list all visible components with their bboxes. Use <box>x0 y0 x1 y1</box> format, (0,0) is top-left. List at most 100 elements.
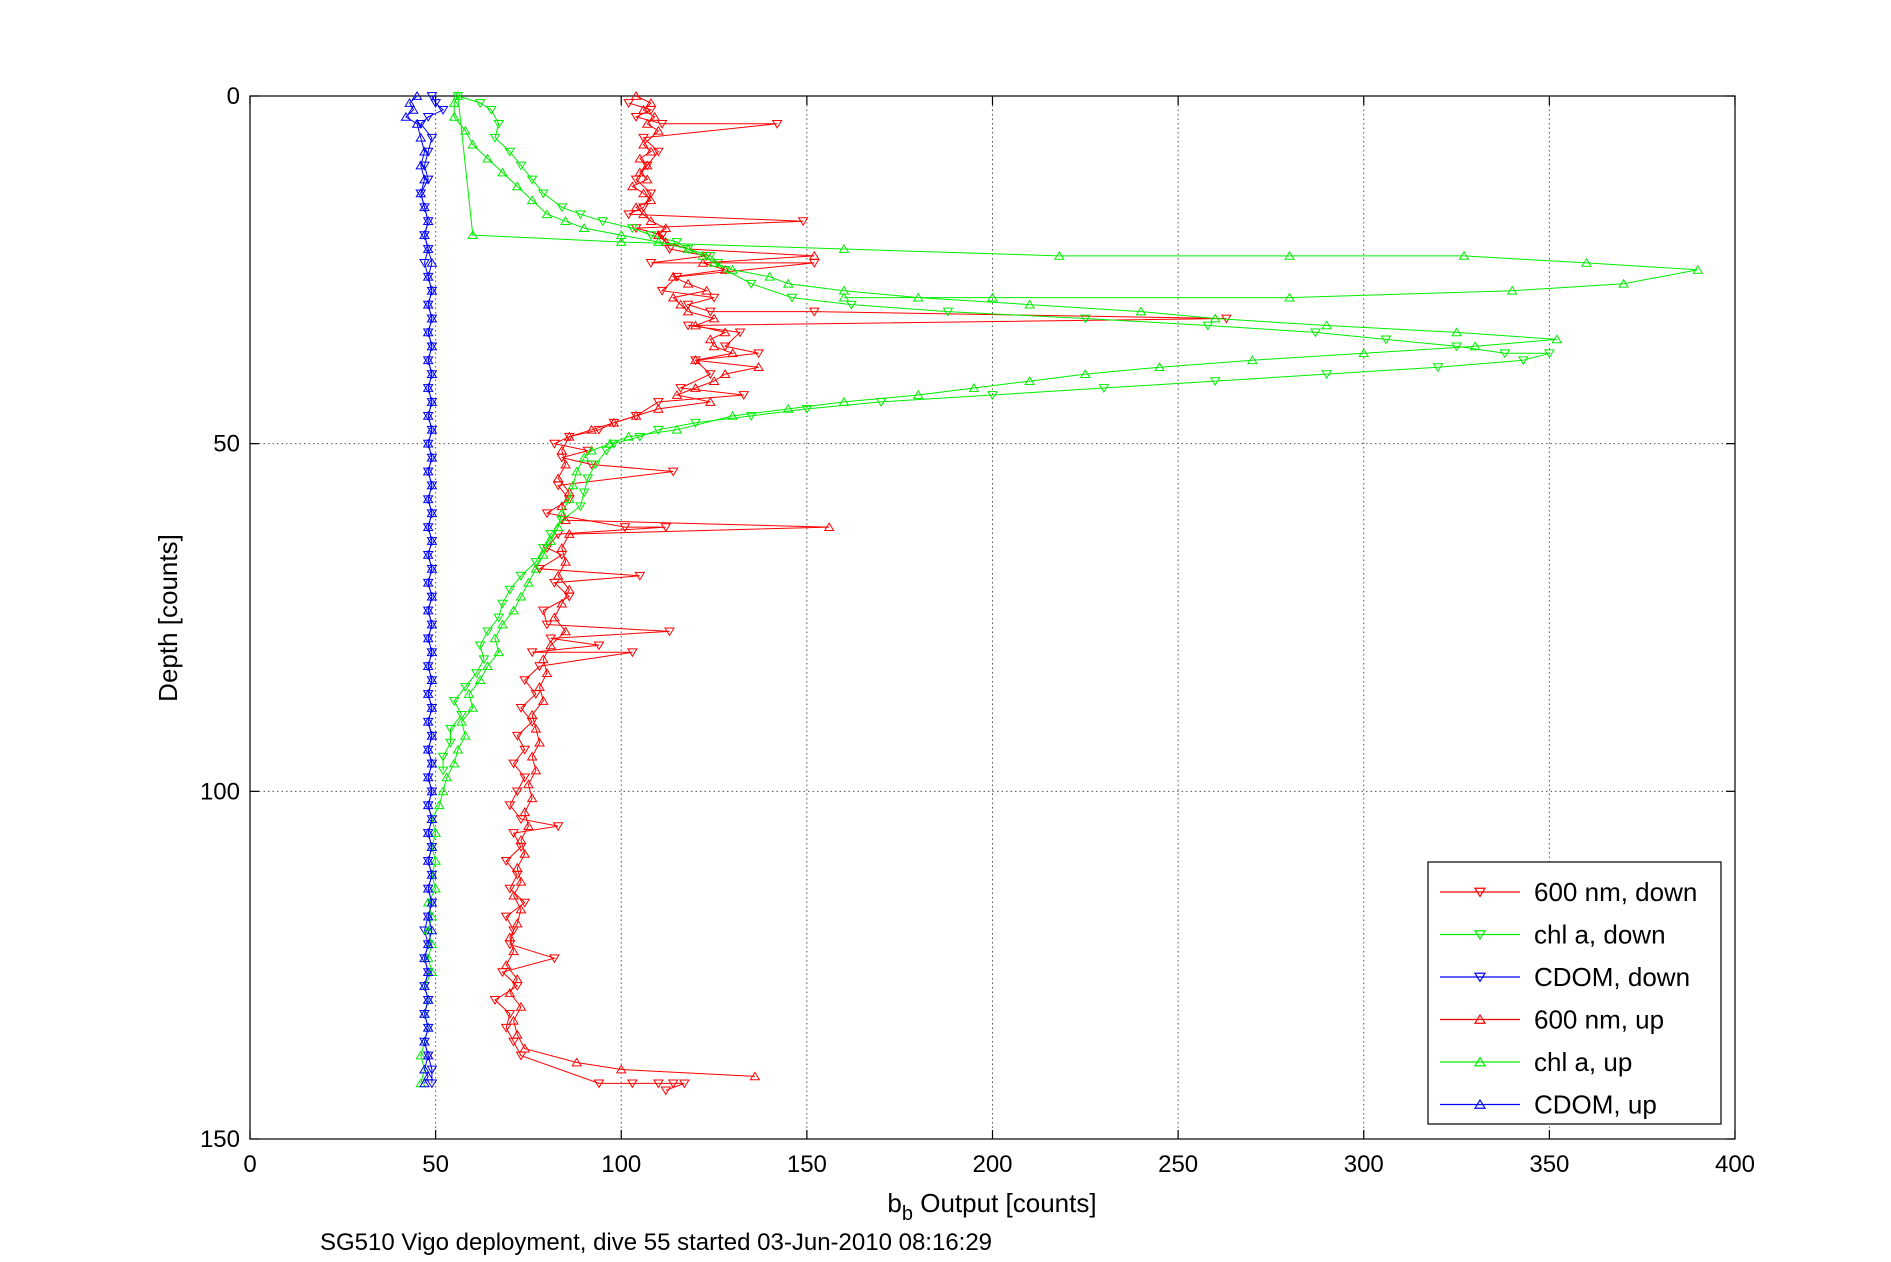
data-point <box>530 723 542 733</box>
data-point <box>638 104 649 114</box>
data-point <box>426 92 438 102</box>
data-point <box>537 544 549 553</box>
data-point <box>541 620 553 630</box>
data-point <box>456 716 468 726</box>
data-point <box>1499 349 1511 359</box>
data-point <box>511 787 523 797</box>
data-point <box>504 147 516 157</box>
data-point <box>734 328 746 338</box>
data-point <box>422 1022 434 1032</box>
data-point <box>704 307 716 317</box>
data-point <box>419 174 430 184</box>
data-point <box>426 313 438 323</box>
data-point <box>630 202 642 212</box>
y-tick-label: 100 <box>200 778 240 805</box>
data-point <box>493 613 505 623</box>
data-point <box>578 488 590 498</box>
data-point <box>426 786 438 796</box>
data-point <box>1581 257 1592 267</box>
data-point <box>660 523 672 533</box>
data-point <box>1432 363 1444 373</box>
data-point <box>530 557 542 567</box>
data-point <box>578 223 590 232</box>
data-point <box>556 445 568 455</box>
data-point <box>422 466 434 476</box>
data-point <box>968 383 980 392</box>
data-point <box>708 257 720 267</box>
data-point <box>426 563 438 573</box>
data-point <box>415 1050 427 1060</box>
data-point <box>656 286 668 296</box>
y-tick-label: 0 <box>227 83 240 110</box>
data-point <box>415 132 427 142</box>
data-point <box>652 1079 664 1089</box>
data-point <box>838 292 850 302</box>
data-point <box>738 391 750 401</box>
data-point <box>422 410 434 420</box>
legend-swatch-marker <box>1473 1056 1487 1067</box>
data-point <box>426 647 438 657</box>
data-point <box>708 376 720 385</box>
y-tick-label: 50 <box>213 431 240 458</box>
data-point <box>426 508 438 518</box>
data-point <box>504 932 516 942</box>
data-point <box>623 431 635 441</box>
axis-ticks: 0 50 100 150 200 250 300 350 400 0 50 100 150 <box>200 83 1755 1178</box>
data-point <box>675 384 687 394</box>
data-point <box>508 1015 519 1025</box>
data-point <box>593 1079 605 1089</box>
data-point <box>537 189 549 199</box>
x-tick-label: 300 <box>1344 1151 1384 1178</box>
data-point <box>1551 334 1563 344</box>
data-point <box>422 327 434 337</box>
legend-label: CDOM, down <box>1534 962 1690 992</box>
legend: 600 nm, down chl a, down CDOM, down 600 nm,… <box>1427 861 1722 1125</box>
legend-item: chl a, down <box>1440 920 1666 950</box>
legend-swatch-marker <box>1473 887 1487 898</box>
data-point <box>704 334 716 344</box>
data-point <box>537 606 549 616</box>
data-point <box>623 210 635 220</box>
data-point <box>630 112 642 122</box>
data-point <box>563 494 575 504</box>
data-point <box>560 459 571 469</box>
data-point <box>482 661 493 671</box>
data-point <box>493 647 505 657</box>
data-point <box>727 264 739 274</box>
data-point <box>419 230 430 239</box>
series-5 <box>400 90 438 1088</box>
data-point <box>504 801 516 811</box>
data-point <box>422 688 434 698</box>
data-point <box>552 473 564 483</box>
data-point <box>511 731 523 741</box>
data-point <box>1321 370 1333 380</box>
data-point <box>422 828 434 837</box>
data-point <box>422 112 434 122</box>
data-point <box>589 460 601 470</box>
data-point <box>582 474 594 484</box>
data-point <box>422 911 434 921</box>
data-point <box>641 118 653 128</box>
data-point <box>786 293 798 303</box>
data-point <box>797 217 809 227</box>
data-point <box>508 946 519 956</box>
data-point <box>441 772 453 782</box>
data-point <box>422 438 434 448</box>
data-point <box>608 439 620 449</box>
data-point <box>556 598 568 608</box>
data-point <box>504 585 516 595</box>
data-point <box>515 1001 527 1011</box>
data-point <box>541 209 553 219</box>
data-point <box>838 243 850 253</box>
legend-label: 600 nm, down <box>1534 877 1697 907</box>
data-point <box>511 181 523 191</box>
data-point <box>660 237 672 246</box>
data-point <box>419 259 430 268</box>
data-point <box>701 285 713 295</box>
data-point <box>708 293 720 303</box>
data-point <box>511 974 523 983</box>
data-point <box>660 223 672 232</box>
data-point <box>419 926 430 936</box>
data-point <box>537 549 549 559</box>
data-point <box>426 897 438 907</box>
